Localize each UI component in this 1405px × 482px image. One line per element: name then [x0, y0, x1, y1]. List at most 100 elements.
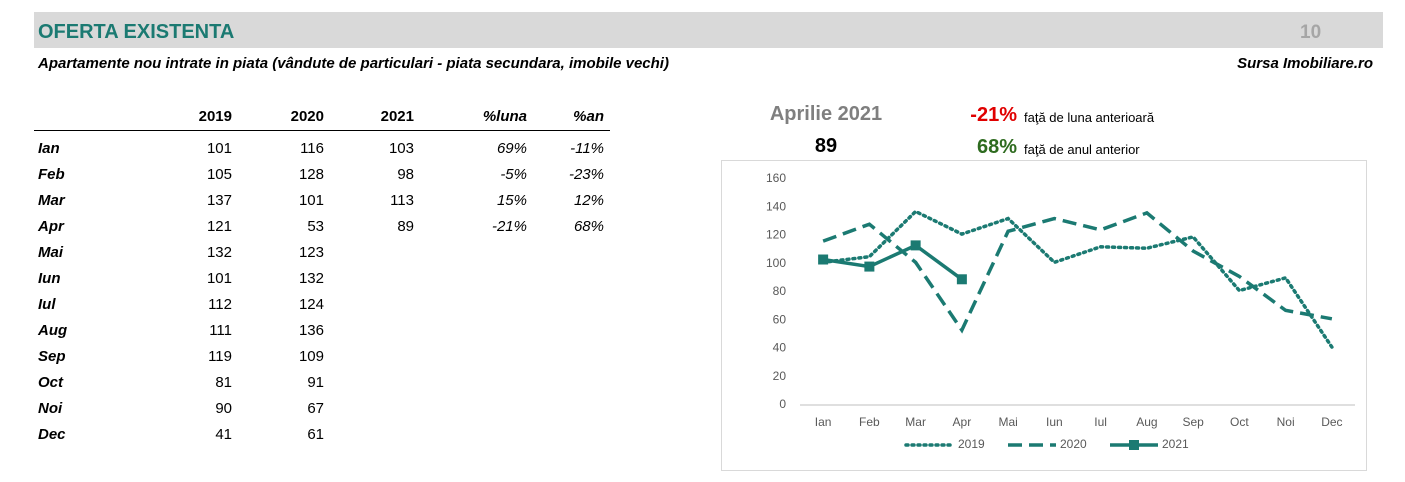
- x-tick-label: Aug: [1136, 415, 1157, 429]
- cell: 81: [215, 374, 232, 391]
- cell: 113: [390, 192, 414, 209]
- row-label: Aug: [38, 322, 68, 339]
- row-label: Iun: [38, 270, 61, 287]
- row-label: Ian: [38, 140, 60, 157]
- x-tick-label: Mar: [905, 415, 926, 429]
- cell: 136: [298, 322, 324, 339]
- row-label: Dec: [38, 426, 66, 443]
- cell: 105: [206, 166, 232, 183]
- row-label: Mai: [38, 244, 64, 261]
- legend-label: 2019: [958, 437, 985, 451]
- yoy: 68%: [976, 136, 1017, 158]
- cell: 124: [298, 296, 324, 313]
- cell: 91: [307, 374, 324, 391]
- cell: 41: [215, 426, 232, 443]
- cell: 112: [208, 296, 232, 313]
- cell: 101: [206, 270, 232, 287]
- y-tick-label: 60: [773, 312, 787, 326]
- x-tick-label: Apr: [953, 415, 972, 429]
- series-line: [821, 209, 1334, 349]
- marker: [818, 254, 829, 265]
- row-label: Mar: [38, 192, 65, 209]
- y-tick-label: 0: [779, 397, 786, 411]
- y-tick-label: 40: [773, 341, 787, 355]
- chart-frame: [721, 160, 1367, 471]
- x-tick-label: Sep: [1182, 415, 1204, 429]
- series-line: [822, 243, 963, 281]
- cell: 67: [307, 400, 324, 417]
- cell: -11%: [570, 140, 604, 157]
- source: Sursa Imobiliare.ro: [1237, 55, 1373, 72]
- row-label: Oct: [38, 374, 64, 391]
- cell: 98: [397, 166, 414, 183]
- cell: 101: [298, 192, 324, 209]
- row-label: Feb: [38, 166, 65, 183]
- legend-marker: [1129, 440, 1139, 450]
- period: Aprilie 2021: [769, 103, 883, 125]
- header-rule: [34, 130, 610, 131]
- marker: [864, 261, 875, 272]
- cell: 15%: [496, 192, 527, 209]
- cell: 111: [209, 322, 232, 339]
- legend-label: 2020: [1060, 437, 1087, 451]
- y-tick-label: 140: [766, 199, 786, 213]
- value: 89: [814, 135, 838, 157]
- row-label: Apr: [38, 218, 64, 235]
- y-tick-label: 100: [766, 256, 786, 270]
- marker: [956, 274, 967, 285]
- mom-text: faţă de luna anterioară: [1024, 110, 1155, 125]
- row-label: Noi: [38, 400, 63, 417]
- page-number: 10: [1300, 22, 1322, 43]
- cell: -5%: [500, 166, 527, 183]
- row-label: Sep: [38, 348, 66, 365]
- x-tick-label: Ian: [815, 415, 832, 429]
- x-tick-label: Iul: [1094, 415, 1107, 429]
- y-tick-label: 160: [766, 171, 786, 185]
- cell: 137: [206, 192, 232, 209]
- cell: 121: [206, 218, 232, 235]
- cell: 132: [206, 244, 232, 261]
- subtitle: Apartamente nou intrate in piata (vândut…: [38, 55, 669, 72]
- cell: 12%: [573, 192, 604, 209]
- y-tick-label: 80: [773, 284, 787, 298]
- x-tick-label: Oct: [1230, 415, 1249, 429]
- marker: [910, 240, 921, 251]
- column-header: %luna: [482, 108, 527, 125]
- cell: 109: [298, 348, 324, 365]
- x-tick-label: Noi: [1277, 415, 1295, 429]
- x-tick-label: Feb: [859, 415, 880, 429]
- y-tick-label: 20: [773, 369, 787, 383]
- cell: 69%: [496, 140, 527, 157]
- legend-label: 2021: [1162, 437, 1189, 451]
- cell: 119: [208, 348, 232, 365]
- yoy-text: faţă de anul anterior: [1024, 142, 1140, 157]
- mom: -21%: [970, 104, 1017, 126]
- column-header: 2020: [290, 108, 324, 125]
- x-tick-label: Dec: [1321, 415, 1342, 429]
- cell: 128: [298, 166, 324, 183]
- cell: 68%: [573, 218, 604, 235]
- column-header: 2021: [380, 108, 414, 125]
- column-header: %an: [573, 108, 604, 125]
- x-tick-label: Iun: [1046, 415, 1063, 429]
- cell: -21%: [491, 218, 527, 235]
- series-line: [822, 210, 1333, 334]
- y-tick-label: 120: [766, 228, 786, 242]
- cell: 123: [298, 244, 324, 261]
- cell: 101: [206, 140, 232, 157]
- cell: 61: [307, 426, 324, 443]
- cell: 89: [397, 218, 414, 235]
- cell: 53: [307, 218, 324, 235]
- cell: -23%: [568, 166, 604, 183]
- title: OFERTA EXISTENTA: [38, 21, 235, 43]
- header-bar: [34, 12, 1383, 48]
- row-label: Iul: [38, 296, 56, 313]
- cell: 90: [215, 400, 232, 417]
- cell: 132: [298, 270, 324, 287]
- x-tick-label: Mai: [998, 415, 1017, 429]
- cell: 116: [300, 140, 324, 157]
- cell: 103: [388, 140, 414, 157]
- column-header: 2019: [198, 108, 232, 125]
